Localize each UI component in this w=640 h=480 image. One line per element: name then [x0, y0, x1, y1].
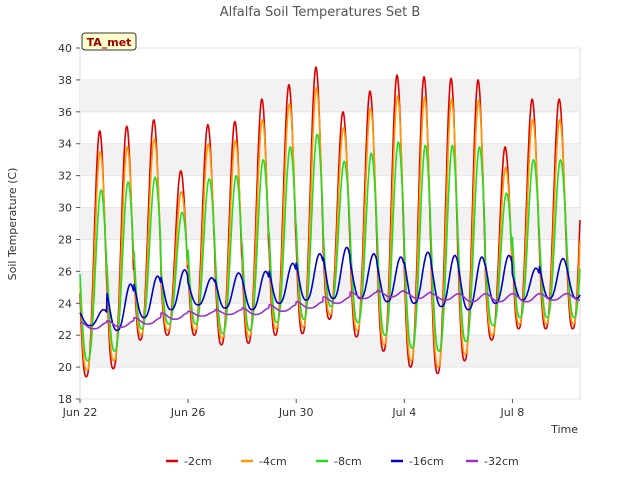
- y-tick-label: 26: [58, 265, 72, 278]
- grid-bands: [80, 47, 580, 400]
- series-line-m16cm: [79, 246, 581, 332]
- grid-band: [80, 79, 580, 112]
- legend: -2cm -4cm -8cm -16cm -32cm: [166, 455, 519, 468]
- y-tick-label: 28: [58, 233, 72, 246]
- station-badge: TA_met: [81, 32, 137, 51]
- series-line-m8cm: [79, 133, 581, 362]
- series-line-m32cm: [79, 289, 581, 330]
- legend-label: -4cm: [259, 455, 287, 468]
- x-tick-label: Jul 4: [391, 406, 416, 419]
- y-axis-label: Soil Temperature (C): [6, 168, 19, 281]
- legend-label: -16cm: [409, 455, 444, 468]
- x-axis-label: Time: [550, 423, 578, 436]
- x-axis-ticks: Jun 22 Jun 26 Jun 30 Jul 4 Jul 8: [62, 399, 525, 419]
- grid-band: [80, 143, 580, 176]
- grid-band: [80, 335, 580, 368]
- y-tick-label: 22: [58, 329, 72, 342]
- y-tick-label: 34: [58, 138, 72, 151]
- y-axis-ticks: 18 20 22 24 26 28 30 32 34 36 38 40: [58, 42, 80, 406]
- chart-title: Alfalfa Soil Temperatures Set B: [220, 5, 421, 20]
- y-tick-label: 18: [58, 393, 72, 406]
- y-tick-label: 30: [58, 202, 72, 215]
- x-tick-label: Jul 8: [500, 406, 525, 419]
- legend-label: -32cm: [484, 455, 519, 468]
- y-tick-label: 32: [58, 170, 72, 183]
- legend-label: -8cm: [334, 455, 362, 468]
- x-tick-label: Jun 30: [278, 406, 314, 419]
- station-badge-box: [81, 32, 137, 51]
- x-tick-label: Jun 26: [170, 406, 206, 419]
- legend-label: -2cm: [184, 455, 212, 468]
- y-tick-label: 20: [58, 361, 72, 374]
- plot-background: [79, 47, 581, 400]
- grid-band: [80, 207, 580, 240]
- y-tick-label: 38: [58, 74, 72, 87]
- y-tick-label: 40: [58, 42, 72, 55]
- y-tick-label: 36: [58, 106, 72, 119]
- y-tick-label: 24: [58, 297, 72, 310]
- station-badge-label: TA_met: [87, 36, 132, 49]
- x-tick-label: Jun 22: [62, 406, 98, 419]
- series-lines: [79, 66, 581, 378]
